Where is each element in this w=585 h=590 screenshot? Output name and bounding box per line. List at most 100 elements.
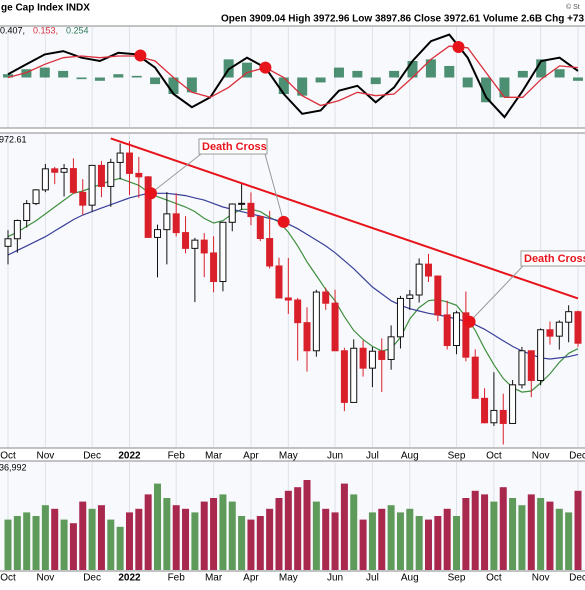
volume-label: 636,992 xyxy=(0,462,27,472)
histogram-bar xyxy=(517,70,528,78)
price-panel xyxy=(0,132,585,449)
candle-body xyxy=(60,168,68,173)
candle-body xyxy=(116,152,124,163)
volume-bar xyxy=(88,508,96,570)
volume-bar xyxy=(154,483,162,570)
candle-body xyxy=(350,347,358,403)
candle-body xyxy=(387,336,395,360)
volume-bar xyxy=(303,480,311,570)
x-tick-label: Oct xyxy=(486,573,502,584)
candle-body xyxy=(182,232,190,249)
volume-bar xyxy=(499,487,507,570)
histogram-bar xyxy=(315,77,326,83)
x-tick-label: Apr xyxy=(243,451,259,462)
volume-bar xyxy=(406,508,414,570)
annotation-connector xyxy=(264,153,285,222)
volume-bar xyxy=(322,508,330,570)
candle-body xyxy=(107,161,115,187)
candle-body xyxy=(434,275,442,316)
candle-body xyxy=(219,221,227,283)
x-tick-label: Aug xyxy=(401,573,419,584)
volume-bar xyxy=(555,508,563,570)
volume-bar xyxy=(537,498,545,570)
volume-bar xyxy=(312,501,320,570)
candle-body xyxy=(322,291,330,304)
candle-body xyxy=(69,168,77,193)
death-cross-marker xyxy=(144,187,157,200)
macd-line xyxy=(7,33,579,119)
volume-bar xyxy=(51,508,59,570)
candle-body xyxy=(79,191,87,206)
x-tick-label: Nov xyxy=(532,451,550,462)
volume-bar xyxy=(172,505,180,570)
x-tick-label: Dec xyxy=(83,451,101,462)
volume-bar xyxy=(462,498,470,570)
volume-bar xyxy=(565,512,573,570)
histogram-bar xyxy=(278,77,289,94)
candle-body xyxy=(172,213,180,234)
candle-body xyxy=(88,164,96,206)
quote-line: Open 3909.04 High 3972.96 Low 3897.86 Cl… xyxy=(221,14,584,25)
histogram-bar xyxy=(150,77,161,85)
cross-marker xyxy=(452,40,465,53)
volume-bar xyxy=(443,508,451,570)
volume-bar xyxy=(294,487,302,570)
candle-body xyxy=(462,312,470,358)
candle-body xyxy=(13,219,21,240)
x-tick-label: May xyxy=(279,573,298,584)
x-tick-label: 2022 xyxy=(118,451,141,462)
histogram-bar xyxy=(462,77,473,88)
volume-bar xyxy=(107,519,115,570)
x-tick-label: Oct xyxy=(0,451,16,462)
volume-bar xyxy=(527,494,535,570)
volume-bar xyxy=(69,523,77,570)
volume-bar xyxy=(368,512,376,570)
x-tick-label: Oct xyxy=(486,451,502,462)
x-tick-label: 2022 xyxy=(118,573,141,584)
volume-bar xyxy=(182,508,190,570)
plot: 0.407, 0.153, 0.254 Oct Oct Nov Nov Dec Dec 2022 2… xyxy=(0,25,585,584)
x-tick-label: Dec xyxy=(569,451,585,462)
candle-body xyxy=(565,311,573,323)
candle-body xyxy=(509,384,517,424)
x-tick-label: Jun xyxy=(327,573,343,584)
histogram-bar xyxy=(113,74,124,78)
volume-bar xyxy=(228,501,236,570)
x-tick-label: Mar xyxy=(205,451,223,462)
x-tick-label: Jul xyxy=(366,451,379,462)
histogram-bar xyxy=(536,59,547,78)
candle-body xyxy=(490,409,498,424)
annotation-box xyxy=(520,250,585,267)
volume-bar xyxy=(23,512,31,570)
annotation-box xyxy=(198,138,268,155)
candle-body xyxy=(453,312,461,347)
volume-bar xyxy=(490,501,498,570)
annotation-connector xyxy=(150,153,202,194)
cross-marker xyxy=(259,61,272,74)
histogram-bar xyxy=(389,70,400,78)
annotation-connector xyxy=(469,265,524,323)
x-tick-label: Sep xyxy=(448,573,466,584)
volume-bar xyxy=(247,519,255,570)
histogram-bar xyxy=(444,65,455,78)
volume-bar xyxy=(359,519,367,570)
histogram-bar xyxy=(333,67,344,78)
candle-body xyxy=(340,350,348,403)
candle-body xyxy=(574,311,582,344)
candle-body xyxy=(415,263,423,296)
candle-body xyxy=(424,263,432,277)
x-tick-label: Dec xyxy=(569,573,585,584)
histogram-bar xyxy=(499,77,510,98)
candle-body xyxy=(527,350,535,381)
volume-bar xyxy=(350,494,358,570)
volume-bar xyxy=(331,512,339,570)
candle-body xyxy=(210,252,218,283)
volume-bar xyxy=(135,508,143,570)
histogram-bar xyxy=(407,61,418,78)
volume-bar xyxy=(79,501,87,570)
volume-bar xyxy=(200,501,208,570)
candle-body xyxy=(499,409,507,424)
candle-body xyxy=(51,168,59,173)
candle-body xyxy=(406,294,414,299)
